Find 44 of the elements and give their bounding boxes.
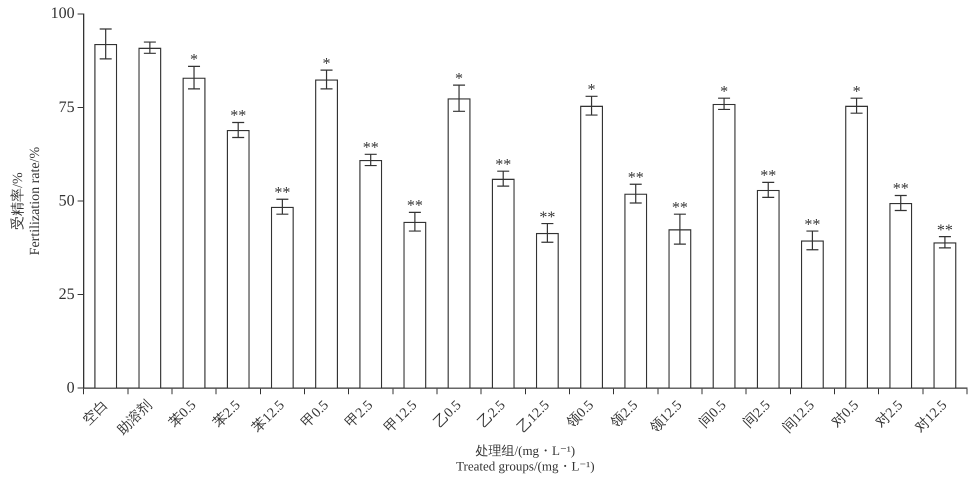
x-tick-label: 间2.5 (740, 397, 774, 431)
annotation: ** (936, 222, 953, 239)
y-axis-title: 受精率/% Fertilization rate/% (10, 146, 43, 256)
x-tick-label: 乙0.5 (432, 398, 464, 431)
x-tick-label: 间0.5 (696, 397, 730, 431)
annotation: ** (539, 208, 556, 226)
annotation: ** (495, 156, 512, 174)
y-tick-label: 100 (50, 5, 75, 22)
annotation: ** (672, 199, 688, 216)
x-tick-label: 领2.5 (608, 397, 642, 431)
y-tick-label: 25 (58, 286, 75, 303)
annotation: ** (804, 216, 820, 234)
y-tick-label: 50 (58, 192, 75, 210)
annotation: * (322, 55, 331, 72)
y-tick-label: 0 (66, 379, 75, 396)
x-tick-label: 苯0.5 (166, 397, 200, 431)
x-tick-label: 间12.5 (779, 397, 818, 436)
annotation: * (455, 70, 464, 88)
x-tick-label: 对0.5 (828, 397, 862, 431)
y-tick-label: 75 (58, 98, 75, 116)
x-tick-label: 甲0.5 (299, 398, 332, 431)
x-tick-label: 助溶剂 (114, 397, 156, 438)
x-tick-label: 甲2.5 (343, 398, 376, 431)
annotation: ** (362, 140, 379, 157)
annotation: ** (230, 108, 246, 125)
x-tick-label: 苯2.5 (210, 397, 244, 431)
annotation: ** (274, 184, 290, 202)
x-tick-label: 苯12.5 (249, 397, 288, 436)
annotation: * (190, 52, 198, 69)
x-tick-label: 领0.5 (563, 397, 597, 431)
x-axis-title: 处理组/(mg・L⁻¹) Treated groups/(mg・L⁻¹) (456, 443, 595, 474)
x-tick-label: 乙12.5 (514, 398, 553, 436)
annotation: * (852, 83, 861, 100)
annotation: * (720, 83, 728, 100)
x-tick-label: 对2.5 (872, 397, 906, 431)
annotation: ** (760, 168, 776, 185)
annotation: * (588, 82, 596, 99)
annotation: ** (628, 169, 644, 186)
annotation: ** (892, 180, 909, 198)
x-tick-label: 甲12.5 (382, 398, 420, 436)
x-tick-label: 乙2.5 (476, 398, 509, 431)
annotation: ** (406, 198, 423, 215)
x-tick-label: 空白 (80, 397, 112, 428)
x-tick-label: 对12.5 (912, 397, 950, 436)
